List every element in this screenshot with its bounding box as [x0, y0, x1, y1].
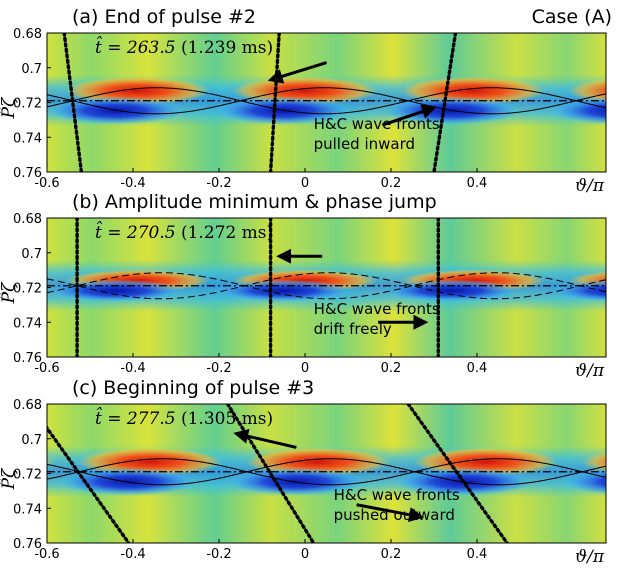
time-physical: (1.239 ms)	[181, 38, 273, 58]
wavefront-line	[62, 33, 84, 172]
time-label: t̂ = 277.5 (1.305 ms)	[95, 407, 273, 429]
wavefront-line	[432, 33, 458, 172]
x-tick-label: -0.2	[206, 176, 231, 191]
y-tick-label: 0.74	[13, 131, 42, 146]
panel-1: (a) End of pulse #2 t̂ = 263.5 (1.239 ms)…	[0, 6, 607, 196]
x-axis-label: ϑ/π	[575, 547, 605, 567]
x-tick-label: 0.2	[381, 176, 402, 191]
x-tick-label: -0.6	[34, 361, 59, 376]
x-tick-label: 0	[301, 176, 309, 191]
blue-island	[381, 96, 522, 125]
x-tick-label: 0.4	[467, 361, 488, 376]
y-tick-label: 0.72	[13, 97, 42, 112]
direction-arrow	[356, 503, 425, 523]
y-axis-label: P̂ζ	[0, 281, 19, 304]
heatmap-area	[47, 218, 606, 357]
blue-island	[213, 96, 354, 125]
annotation-text: H&C wave fronts	[334, 486, 460, 504]
x-axis-label: ϑ/π	[575, 176, 605, 196]
wavefront-line	[225, 404, 316, 543]
annotation-text: H&C wave fronts	[314, 115, 440, 133]
x-tick-label: 0.4	[467, 176, 488, 191]
y-axis-label: P̂ζ	[0, 96, 19, 119]
panel-3: (c) Beginning of pulse #3 t̂ = 277.5 (1.3…	[0, 377, 607, 567]
time-physical: (1.305 ms)	[181, 409, 273, 429]
y-tick-label: 0.76	[13, 166, 42, 181]
separatrix-upper	[47, 458, 606, 473]
annotation-text: H&C wave fronts	[314, 300, 440, 318]
y-axis-label: P̂ζ	[0, 467, 19, 490]
annotation-text: drift freely	[314, 320, 392, 338]
separatrix-upper	[47, 87, 606, 102]
case-label: Case (A)	[532, 6, 612, 28]
direction-arrow	[381, 104, 437, 127]
x-tick-label: -0.4	[120, 547, 145, 562]
x-tick-label: -0.6	[34, 547, 59, 562]
x-tick-label: 0	[301, 361, 309, 376]
y-tick-label: 0.74	[13, 502, 42, 517]
y-tick-label: 0.68	[13, 398, 42, 413]
time-physical: (1.272 ms)	[181, 223, 273, 243]
heatmap-area	[47, 404, 606, 543]
panel-title: (a) End of pulse #2	[72, 6, 256, 28]
y-tick-label: 0.76	[13, 351, 42, 366]
y-tick-label: 0.68	[13, 27, 42, 42]
y-tick-label: 0.7	[21, 247, 42, 262]
wavefront-line	[406, 404, 509, 543]
blue-island	[381, 279, 522, 302]
annotation-text: pushed outward	[334, 506, 455, 524]
y-tick-label: 0.7	[21, 62, 42, 77]
x-tick-label: 0.2	[381, 361, 402, 376]
panel-title: (c) Beginning of pulse #3	[72, 377, 314, 399]
y-tick-label: 0.72	[13, 282, 42, 297]
heatmap-area	[47, 33, 606, 172]
blue-island	[47, 279, 186, 302]
x-tick-label: 0	[301, 547, 309, 562]
time-label: t̂ = 270.5 (1.272 ms)	[95, 221, 273, 243]
y-tick-label: 0.68	[13, 212, 42, 227]
y-tick-label: 0.74	[13, 316, 42, 331]
x-axis-label: ϑ/π	[575, 361, 605, 381]
separatrix-lower	[47, 471, 606, 486]
x-tick-label: -0.4	[120, 176, 145, 191]
y-tick-label: 0.7	[21, 433, 42, 448]
wavefront-line	[268, 33, 281, 172]
x-tick-label: 0.4	[467, 547, 488, 562]
panel-title: (b) Amplitude minimum & phase jump	[72, 191, 437, 213]
direction-arrow	[233, 428, 297, 449]
direction-arrow	[267, 61, 327, 84]
time-label: t̂ = 263.5 (1.239 ms)	[95, 36, 273, 58]
y-tick-label: 0.72	[13, 468, 42, 483]
x-tick-label: 0.2	[381, 547, 402, 562]
wavefront-line	[47, 425, 131, 543]
x-tick-label: -0.2	[206, 361, 231, 376]
x-tick-label: -0.2	[206, 547, 231, 562]
y-tick-label: 0.76	[13, 537, 42, 552]
x-tick-label: -0.4	[120, 361, 145, 376]
panel-2: (b) Amplitude minimum & phase jump t̂ = 2…	[0, 191, 607, 381]
red-island	[568, 78, 606, 104]
x-tick-label: -0.6	[34, 176, 59, 191]
separatrix-lower	[47, 100, 606, 115]
annotation-text: pulled inward	[314, 135, 415, 153]
